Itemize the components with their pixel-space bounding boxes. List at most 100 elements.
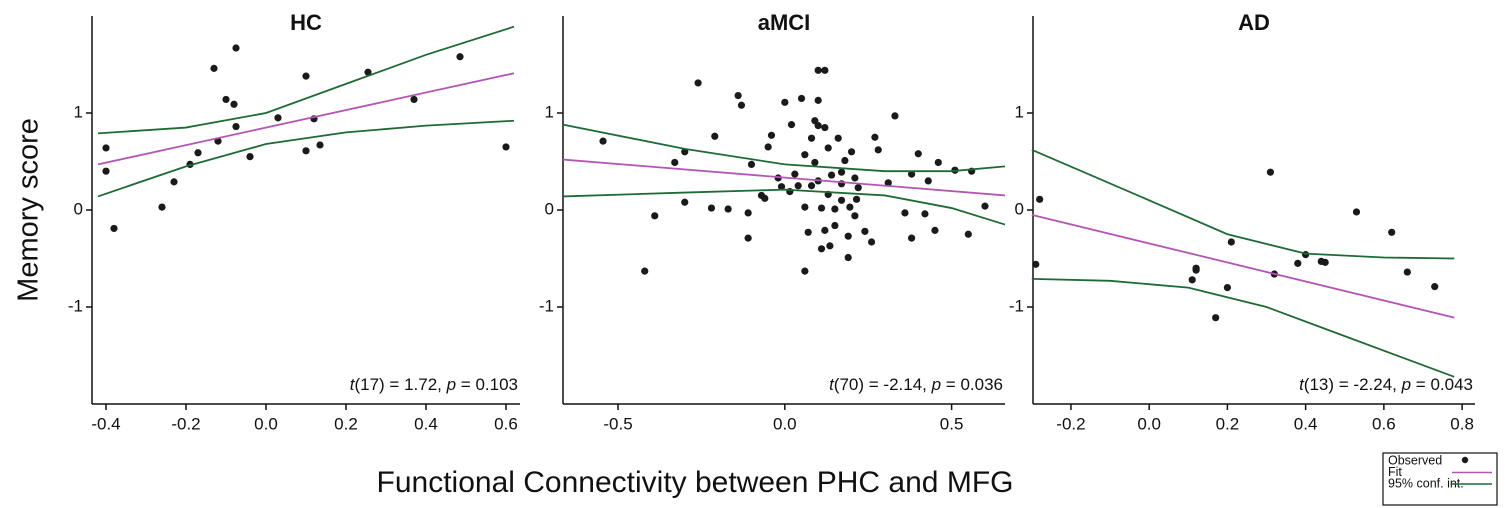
- point: [232, 122, 240, 131]
- point: [1321, 258, 1329, 266]
- y-tick-label: 1: [545, 102, 554, 121]
- annotation-part: = 0.103: [456, 375, 518, 394]
- x-tick-label: 0.2: [334, 414, 358, 433]
- point: [851, 212, 859, 220]
- point: [831, 205, 839, 213]
- y-tick-label: 0: [74, 199, 83, 218]
- point: [874, 146, 882, 154]
- annotation-part: = 0.043: [1411, 375, 1473, 394]
- point: [821, 226, 829, 234]
- point: [837, 196, 846, 204]
- point: [861, 227, 869, 235]
- point: [777, 183, 786, 191]
- point: [807, 134, 816, 142]
- point: [744, 209, 752, 217]
- line: [97, 119, 515, 198]
- x-tick-label: 0.4: [1294, 414, 1318, 433]
- point: [824, 144, 832, 152]
- point: [811, 158, 819, 167]
- point: [1294, 259, 1302, 267]
- x-tick-label: 0.6: [1372, 414, 1396, 433]
- point: [901, 209, 909, 217]
- point: [907, 170, 916, 178]
- point: [794, 182, 802, 190]
- x-tick-label: 0.0: [254, 414, 278, 433]
- point: [791, 170, 799, 178]
- line: [1031, 213, 1455, 319]
- point: [707, 204, 716, 212]
- point: [831, 221, 839, 230]
- line: [97, 25, 515, 135]
- point: [232, 44, 240, 52]
- line: [97, 72, 515, 166]
- point: [724, 205, 732, 213]
- point: [814, 66, 822, 74]
- point: [316, 141, 324, 149]
- annotation: t(13) = -2.24, p = 0.043: [1299, 375, 1473, 394]
- annotation-part: p: [1401, 375, 1411, 394]
- point: [1266, 168, 1275, 176]
- x-tick-label: 0.8: [1450, 414, 1474, 433]
- x-tick-label: 0.2: [1216, 414, 1240, 433]
- x-tick-label: 0.0: [773, 414, 797, 433]
- point: [1403, 268, 1411, 276]
- point: [671, 158, 679, 167]
- point: [1192, 266, 1200, 274]
- point: [364, 68, 372, 76]
- annotation-part: t: [1299, 375, 1305, 394]
- point: [891, 112, 899, 120]
- line: [562, 123, 1006, 173]
- point: [410, 95, 418, 104]
- point: [837, 168, 846, 176]
- annotation: t(17) = 1.72, p = 0.103: [350, 375, 518, 394]
- point: [781, 98, 789, 106]
- point: [1036, 195, 1044, 203]
- x-tick-label: -0.2: [171, 414, 200, 433]
- point: [826, 242, 834, 250]
- point: [246, 153, 254, 161]
- legend-label: Observed: [1388, 453, 1442, 467]
- point: [907, 234, 916, 242]
- line: [1031, 149, 1455, 260]
- point: [821, 66, 829, 74]
- annotation-part: t: [350, 375, 356, 394]
- point: [981, 202, 989, 210]
- point: [914, 150, 922, 158]
- line: [562, 158, 1006, 197]
- panel-title: HC: [290, 10, 322, 35]
- x-axis-label: Functional Connectivity between PHC and …: [377, 466, 1014, 499]
- point: [867, 238, 876, 246]
- point: [694, 79, 702, 87]
- point: [807, 182, 816, 190]
- point: [931, 226, 939, 234]
- point: [801, 151, 809, 159]
- point: [871, 133, 879, 141]
- point: [851, 174, 859, 182]
- annotation: t(70) = -2.14, p = 0.036: [829, 375, 1003, 394]
- point: [302, 72, 310, 80]
- line: [562, 188, 1006, 226]
- x-tick-label: -0.2: [1056, 414, 1085, 433]
- y-tick-label: -1: [539, 296, 554, 315]
- point: [821, 123, 829, 132]
- point: [222, 95, 230, 104]
- panel-title: aMCI: [758, 10, 811, 35]
- point: [230, 100, 238, 108]
- point: [804, 228, 812, 236]
- y-tick-label: -1: [1009, 296, 1024, 315]
- annotation-part: = 0.036: [941, 375, 1003, 394]
- point: [210, 64, 218, 72]
- point: [747, 160, 756, 169]
- point: [767, 131, 776, 139]
- point: [841, 156, 849, 165]
- panel-title: AD: [1238, 10, 1270, 35]
- point: [1227, 238, 1235, 246]
- y-tick-label: 1: [74, 102, 83, 121]
- line: [1031, 277, 1455, 378]
- annotation-part: (70) = -2.14,: [834, 375, 932, 394]
- legend-marker: [1461, 456, 1469, 464]
- point: [502, 143, 510, 151]
- y-tick-label: 0: [545, 199, 554, 218]
- annotation-part: (13) = -2.24,: [1304, 375, 1402, 394]
- x-tick-label: 0.5: [940, 414, 964, 433]
